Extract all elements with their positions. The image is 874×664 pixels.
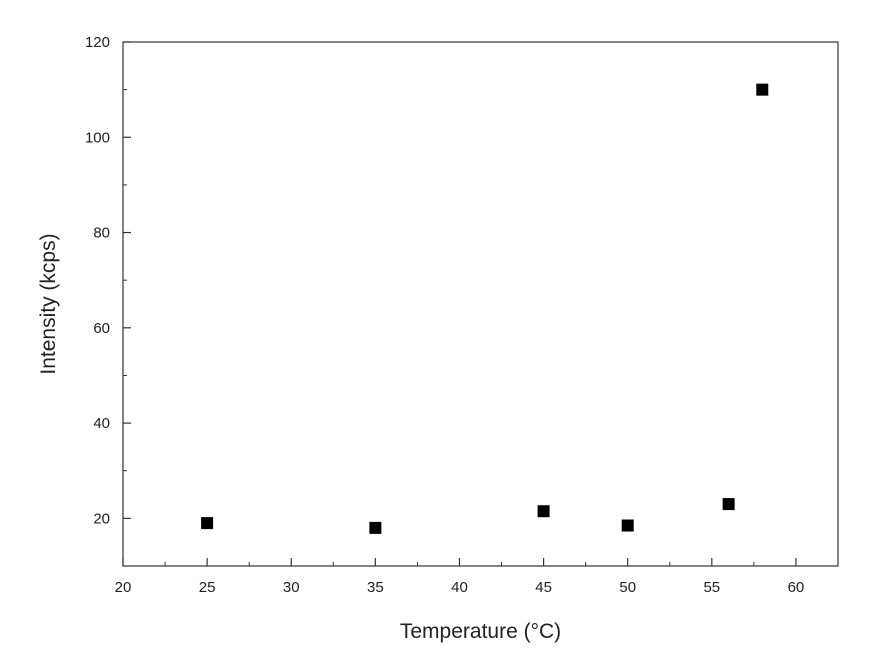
x-tick-label: 50 bbox=[619, 579, 636, 596]
y-tick-label: 100 bbox=[85, 129, 110, 146]
x-axis: 20 25 30 35 40 45 50 55 60 bbox=[115, 558, 805, 596]
y-tick-label: 40 bbox=[93, 415, 110, 432]
x-tick-label: 35 bbox=[367, 579, 384, 596]
data-point bbox=[537, 505, 550, 518]
x-tick-label: 60 bbox=[788, 579, 805, 596]
y-axis-title: Intensity (kcps) bbox=[37, 233, 60, 374]
plot-frame bbox=[122, 41, 839, 567]
data-point bbox=[201, 517, 214, 530]
y-tick-label: 80 bbox=[93, 225, 110, 242]
y-tick-label: 120 bbox=[85, 34, 110, 51]
data-point bbox=[722, 498, 735, 511]
x-tick-label: 45 bbox=[535, 579, 552, 596]
x-tick-label: 55 bbox=[703, 579, 720, 596]
x-tick-label: 40 bbox=[451, 579, 468, 596]
x-tick-label: 30 bbox=[283, 579, 300, 596]
y-tick-label: 60 bbox=[93, 320, 110, 337]
y-tick-label: 20 bbox=[93, 510, 110, 527]
x-axis-title: Temperature (°C) bbox=[400, 620, 561, 643]
data-point bbox=[369, 521, 382, 534]
y-axis: 20 40 60 80 100 120 bbox=[85, 34, 131, 527]
x-tick-label: 25 bbox=[199, 579, 216, 596]
data-points bbox=[201, 83, 769, 534]
data-point bbox=[756, 83, 769, 96]
x-tick-label: 20 bbox=[115, 579, 132, 596]
data-point bbox=[621, 519, 634, 532]
